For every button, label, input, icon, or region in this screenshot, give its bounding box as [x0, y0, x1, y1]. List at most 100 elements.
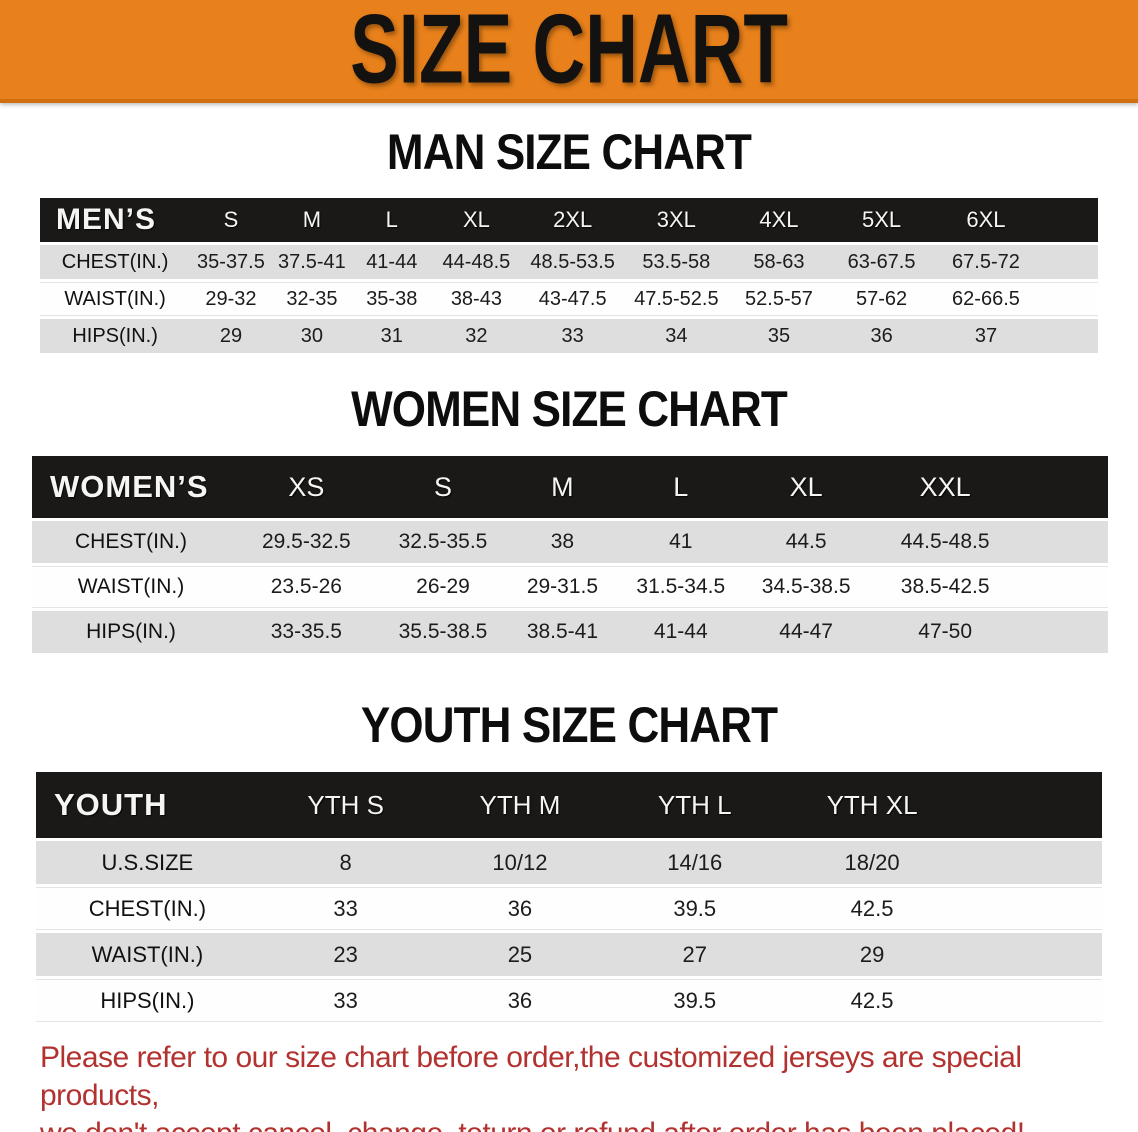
- value-cell: 44-48.5: [431, 245, 522, 279]
- size-header-cell: YTH S: [258, 772, 433, 838]
- row-label-cell: HIPS(IN.): [32, 611, 230, 653]
- table-title-cell: MEN’S: [40, 198, 191, 242]
- size-header-cell: YTH XL: [782, 772, 1102, 838]
- value-cell: 29: [190, 319, 272, 353]
- table-row: WAIST(IN.) 23 25 27 29: [36, 933, 1102, 976]
- value-cell: 33: [258, 887, 433, 930]
- value-cell: 63-67.5: [829, 245, 934, 279]
- value-cell: 32.5-35.5: [382, 521, 504, 563]
- value-cell: 32-35: [271, 282, 353, 316]
- size-header-cell: S: [382, 456, 504, 518]
- youth-chart-heading: YOUTH SIZE CHART: [360, 697, 778, 753]
- row-label-cell: CHEST(IN.): [40, 245, 191, 279]
- value-cell: 58-63: [728, 245, 830, 279]
- table-title-cell: YOUTH: [36, 772, 259, 838]
- size-header-cell: XS: [229, 456, 383, 518]
- table-row: CHEST(IN.) 29.5-32.5 32.5-35.5 38 41 44.5 44.5…: [32, 521, 1108, 563]
- men-chart-heading: MAN SIZE CHART: [386, 124, 752, 180]
- value-cell: 62-66.5: [933, 282, 1098, 316]
- value-cell: 42.5: [782, 887, 1102, 930]
- table-row: WAIST(IN.) 23.5-26 26-29 29-31.5 31.5-34.5 34…: [32, 566, 1108, 608]
- value-cell: 31.5-34.5: [621, 566, 740, 608]
- value-cell: 36: [829, 319, 934, 353]
- row-label-cell: WAIST(IN.): [32, 566, 230, 608]
- value-cell: 67.5-72: [933, 245, 1098, 279]
- value-cell: 48.5-53.5: [521, 245, 624, 279]
- value-cell: 35: [728, 319, 830, 353]
- value-cell: 36: [432, 887, 608, 930]
- value-cell: 44-47: [739, 611, 873, 653]
- size-header-cell: 5XL: [829, 198, 934, 242]
- size-header-row: MEN’S S M L XL 2XL 3XL 4XL 5XL 6XL: [40, 198, 1098, 242]
- value-cell: 38-43: [431, 282, 522, 316]
- disclaimer-line-1: Please refer to our size chart before or…: [40, 1041, 1022, 1112]
- value-cell: 53.5-58: [623, 245, 729, 279]
- value-cell: 29-32: [190, 282, 272, 316]
- row-label-cell: HIPS(IN.): [36, 979, 259, 1022]
- size-header-cell: 3XL: [623, 198, 729, 242]
- value-cell: 44.5-48.5: [872, 521, 1108, 563]
- value-cell: 14/16: [607, 841, 783, 884]
- value-cell: 34.5-38.5: [739, 566, 873, 608]
- value-cell: 35-37.5: [190, 245, 272, 279]
- disclaimer-note: Please refer to our size chart before or…: [40, 1039, 1138, 1132]
- size-header-row: WOMEN’S XS S M L XL XXL: [32, 456, 1108, 518]
- table-row: CHEST(IN.) 33 36 39.5 42.5: [36, 887, 1102, 930]
- value-cell: 29-31.5: [503, 566, 622, 608]
- value-cell: 25: [432, 933, 608, 976]
- size-header-cell: 4XL: [728, 198, 830, 242]
- size-header-cell: XL: [431, 198, 522, 242]
- value-cell: 18/20: [782, 841, 1102, 884]
- value-cell: 37.5-41: [271, 245, 353, 279]
- disclaimer-line-2: we don't accept cancel, change, teturn o…: [40, 1115, 1138, 1132]
- size-header-cell: S: [190, 198, 272, 242]
- row-label-cell: WAIST(IN.): [40, 282, 191, 316]
- value-cell: 57-62: [829, 282, 934, 316]
- value-cell: 23.5-26: [229, 566, 383, 608]
- banner: SIZE CHART: [0, 0, 1138, 103]
- value-cell: 41-44: [352, 245, 432, 279]
- table-title-cell: WOMEN’S: [32, 456, 230, 518]
- value-cell: 31: [352, 319, 432, 353]
- table-row: WAIST(IN.) 29-32 32-35 35-38 38-43 43-47.5 47.…: [40, 282, 1098, 316]
- value-cell: 8: [258, 841, 433, 884]
- value-cell: 41-44: [621, 611, 740, 653]
- size-header-cell: M: [503, 456, 622, 518]
- value-cell: 30: [271, 319, 353, 353]
- value-cell: 52.5-57: [728, 282, 830, 316]
- women-size-table: WOMEN’S XS S M L XL XXL CHEST(IN.) 29.5-32.5 32.…: [32, 453, 1108, 656]
- value-cell: 41: [621, 521, 740, 563]
- size-header-cell: M: [271, 198, 353, 242]
- value-cell: 32: [431, 319, 522, 353]
- row-label-cell: HIPS(IN.): [40, 319, 191, 353]
- size-header-cell: YTH M: [432, 772, 608, 838]
- value-cell: 39.5: [607, 979, 783, 1022]
- value-cell: 26-29: [382, 566, 504, 608]
- size-header-cell: L: [352, 198, 432, 242]
- women-chart-heading: WOMEN SIZE CHART: [351, 381, 788, 437]
- row-label-cell: WAIST(IN.): [36, 933, 259, 976]
- size-header-row: YOUTH YTH S YTH M YTH L YTH XL: [36, 772, 1102, 838]
- value-cell: 38.5-41: [503, 611, 622, 653]
- size-header-cell: L: [621, 456, 740, 518]
- banner-title: SIZE CHART: [350, 0, 788, 105]
- value-cell: 10/12: [432, 841, 608, 884]
- value-cell: 42.5: [782, 979, 1102, 1022]
- value-cell: 37: [933, 319, 1098, 353]
- table-row: HIPS(IN.) 29 30 31 32 33 34 35 36 37: [40, 319, 1098, 353]
- size-header-cell: 6XL: [933, 198, 1098, 242]
- value-cell: 27: [607, 933, 783, 976]
- value-cell: 38: [503, 521, 622, 563]
- men-size-table: MEN’S S M L XL 2XL 3XL 4XL 5XL 6XL CHEST(IN.) 35-3…: [40, 195, 1098, 356]
- table-row: CHEST(IN.) 35-37.5 37.5-41 41-44 44-48.5 48.5…: [40, 245, 1098, 279]
- value-cell: 43-47.5: [521, 282, 624, 316]
- value-cell: 33: [258, 979, 433, 1022]
- size-header-cell: XXL: [872, 456, 1108, 518]
- table-row: U.S.SIZE 8 10/12 14/16 18/20: [36, 841, 1102, 884]
- value-cell: 33-35.5: [229, 611, 383, 653]
- value-cell: 47.5-52.5: [623, 282, 729, 316]
- value-cell: 36: [432, 979, 608, 1022]
- table-row: HIPS(IN.) 33 36 39.5 42.5: [36, 979, 1102, 1022]
- value-cell: 23: [258, 933, 433, 976]
